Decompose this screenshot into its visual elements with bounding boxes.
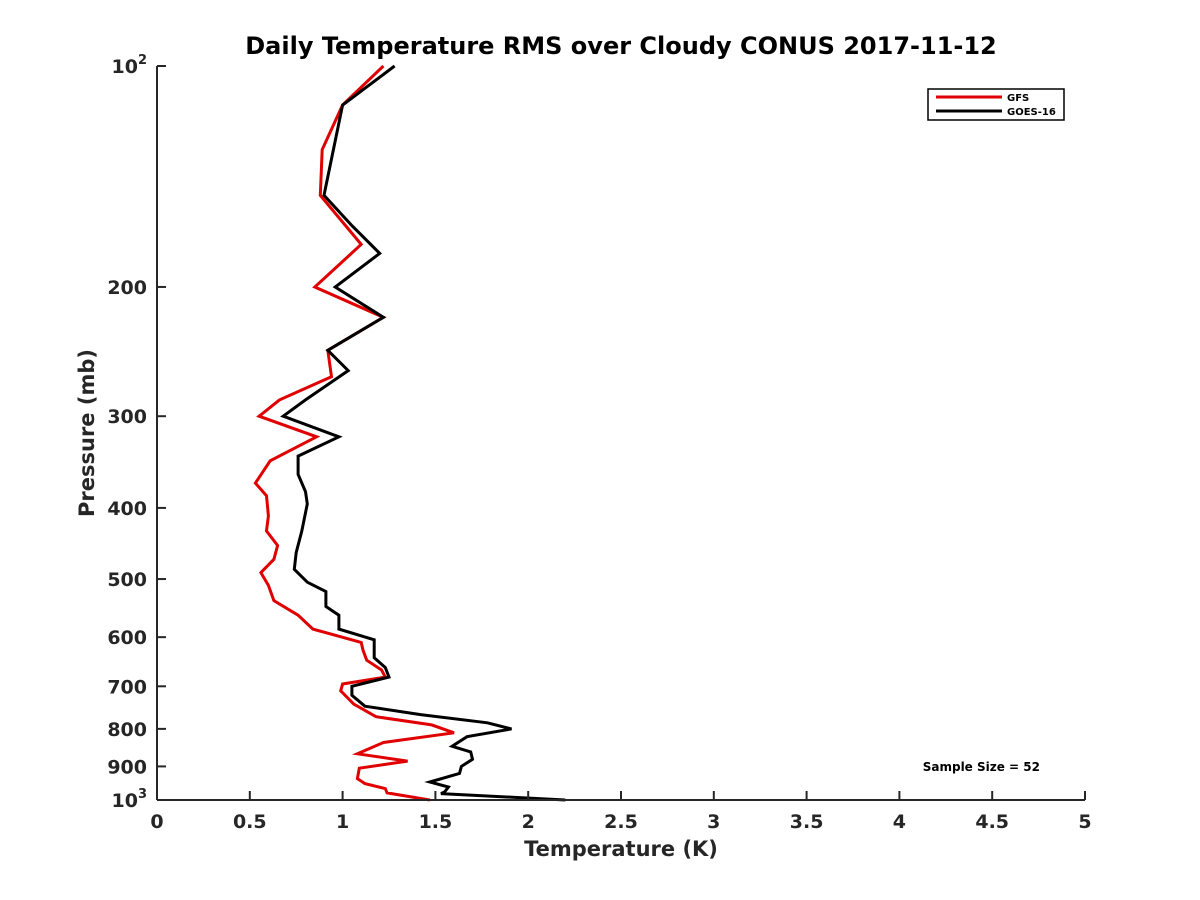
y-tick-label: 800 — [107, 719, 147, 741]
chart-title: Daily Temperature RMS over Cloudy CONUS … — [245, 32, 997, 60]
y-tick-label: 500 — [107, 569, 147, 591]
series-line-gfs — [253, 64, 455, 802]
y-tick-label: 900 — [107, 756, 147, 778]
x-tick-label: 1.5 — [419, 811, 453, 833]
x-axis-label: Temperature (K) — [524, 837, 718, 861]
y-tick-label: 103 — [112, 787, 148, 812]
x-tick-label: 4.5 — [975, 811, 1009, 833]
sample-size-annotation: Sample Size = 52 — [923, 760, 1040, 774]
y-tick-label: 600 — [107, 627, 147, 649]
y-tick-label: 200 — [107, 277, 147, 299]
y-tick-label: 102 — [112, 53, 148, 78]
legend-label-gfs: GFS — [1007, 93, 1029, 104]
y-axis-ticks: 102 200 300 400 500 600 700 800 900 103 — [107, 53, 166, 812]
legend-label-goes16: GOES-16 — [1007, 107, 1056, 118]
legend-box — [927, 88, 1065, 121]
y-tick-label: 300 — [107, 406, 147, 428]
x-tick-label: 5 — [1078, 811, 1091, 833]
x-tick-label: 2.5 — [604, 811, 638, 833]
series-group — [253, 64, 566, 802]
x-tick-label: 1 — [336, 811, 349, 833]
x-axis-ticks: 0 0.5 1 1.5 2 2.5 3 3.5 4 4.5 5 — [150, 791, 1092, 833]
x-tick-label: 0.5 — [233, 811, 267, 833]
x-tick-label: 4 — [893, 811, 906, 833]
y-tick-label: 700 — [107, 676, 147, 698]
x-tick-label: 3.5 — [790, 811, 824, 833]
x-tick-label: 2 — [522, 811, 535, 833]
x-tick-label: 0 — [150, 811, 163, 833]
y-tick-label: 400 — [107, 498, 147, 520]
y-axis-label: Pressure (mb) — [75, 349, 99, 517]
legend: GFS GOES-16 — [927, 88, 1065, 121]
x-tick-label: 3 — [707, 811, 720, 833]
series-line-goes16 — [280, 64, 566, 802]
